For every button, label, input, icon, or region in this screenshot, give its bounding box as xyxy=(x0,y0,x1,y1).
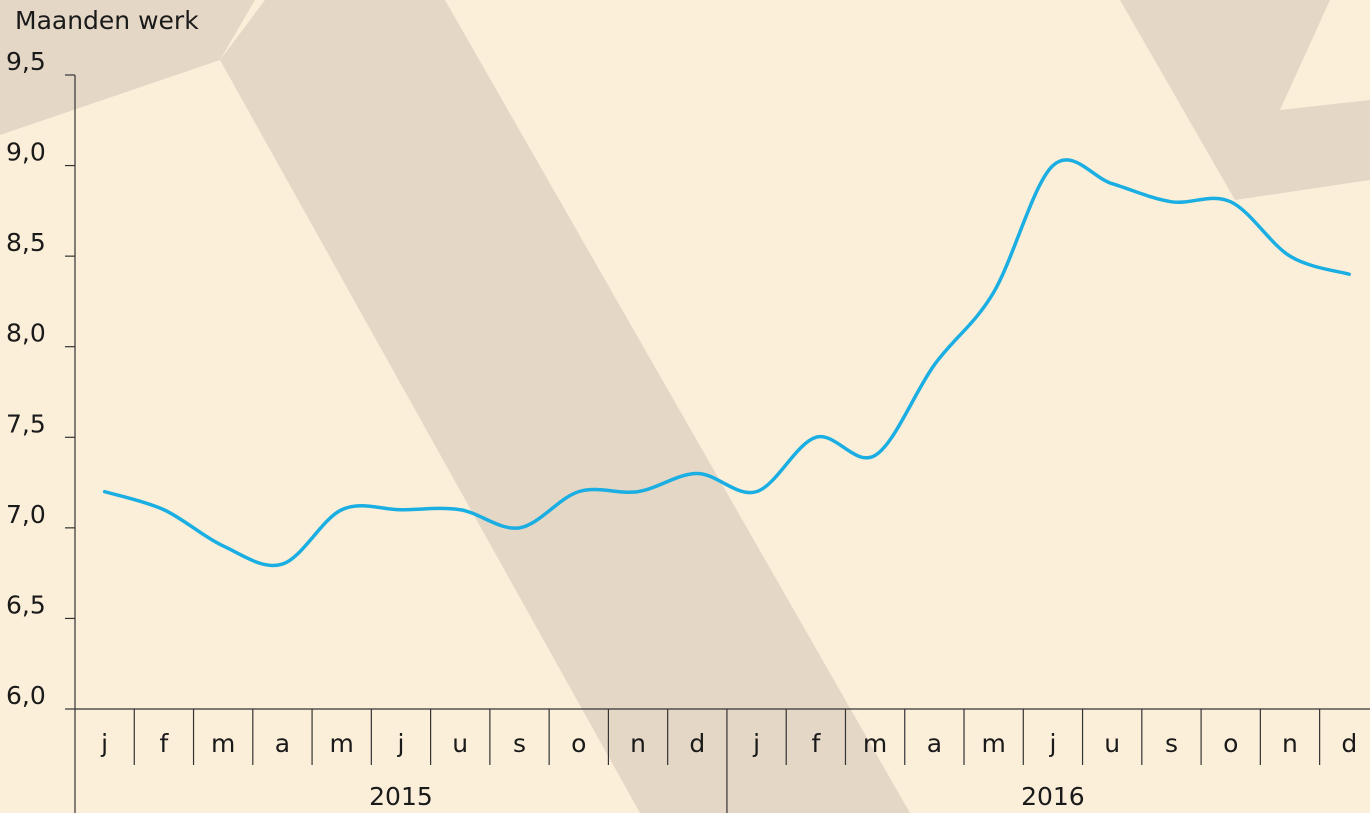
x-tick-label: n xyxy=(1282,729,1298,758)
x-tick-label: u xyxy=(1104,729,1120,758)
x-tick-label: m xyxy=(981,729,1005,758)
x-tick-label: m xyxy=(211,729,235,758)
y-tick-label: 6,5 xyxy=(6,590,46,619)
y-tick-label: 9,0 xyxy=(6,138,46,167)
y-axis-label: Maanden werk xyxy=(15,6,199,35)
y-tick-label: 7,0 xyxy=(6,500,46,529)
x-tick-label: a xyxy=(275,729,290,758)
x-tick-label: d xyxy=(689,729,705,758)
y-tick-label: 9,5 xyxy=(6,47,46,76)
x-tick-label: o xyxy=(1223,729,1238,758)
line xyxy=(102,158,1352,568)
x-tick-label: j xyxy=(752,729,760,758)
x-tick-label: j xyxy=(1048,729,1056,758)
y-tick-label: 7,5 xyxy=(6,409,46,438)
x-tick-label: j xyxy=(100,729,108,758)
year-label: 2015 xyxy=(369,782,433,811)
year-label: 2016 xyxy=(1021,782,1085,811)
x-tick-label: s xyxy=(513,729,526,758)
y-tick-label: 8,0 xyxy=(6,319,46,348)
x-tick-label: m xyxy=(330,729,354,758)
x-tick-label: n xyxy=(630,729,646,758)
x-tick-label: u xyxy=(452,729,468,758)
x-tick-label: d xyxy=(1341,729,1357,758)
y-tick-label: 8,5 xyxy=(6,228,46,257)
x-tick-label: a xyxy=(927,729,942,758)
x-tick-label: m xyxy=(863,729,887,758)
x-tick-label: o xyxy=(571,729,586,758)
y-tick-label: 6,0 xyxy=(6,681,46,710)
x-tick-label: f xyxy=(159,729,169,758)
x-tick-label: j xyxy=(396,729,404,758)
x-tick-label: f xyxy=(811,729,821,758)
x-tick-label: s xyxy=(1165,729,1178,758)
